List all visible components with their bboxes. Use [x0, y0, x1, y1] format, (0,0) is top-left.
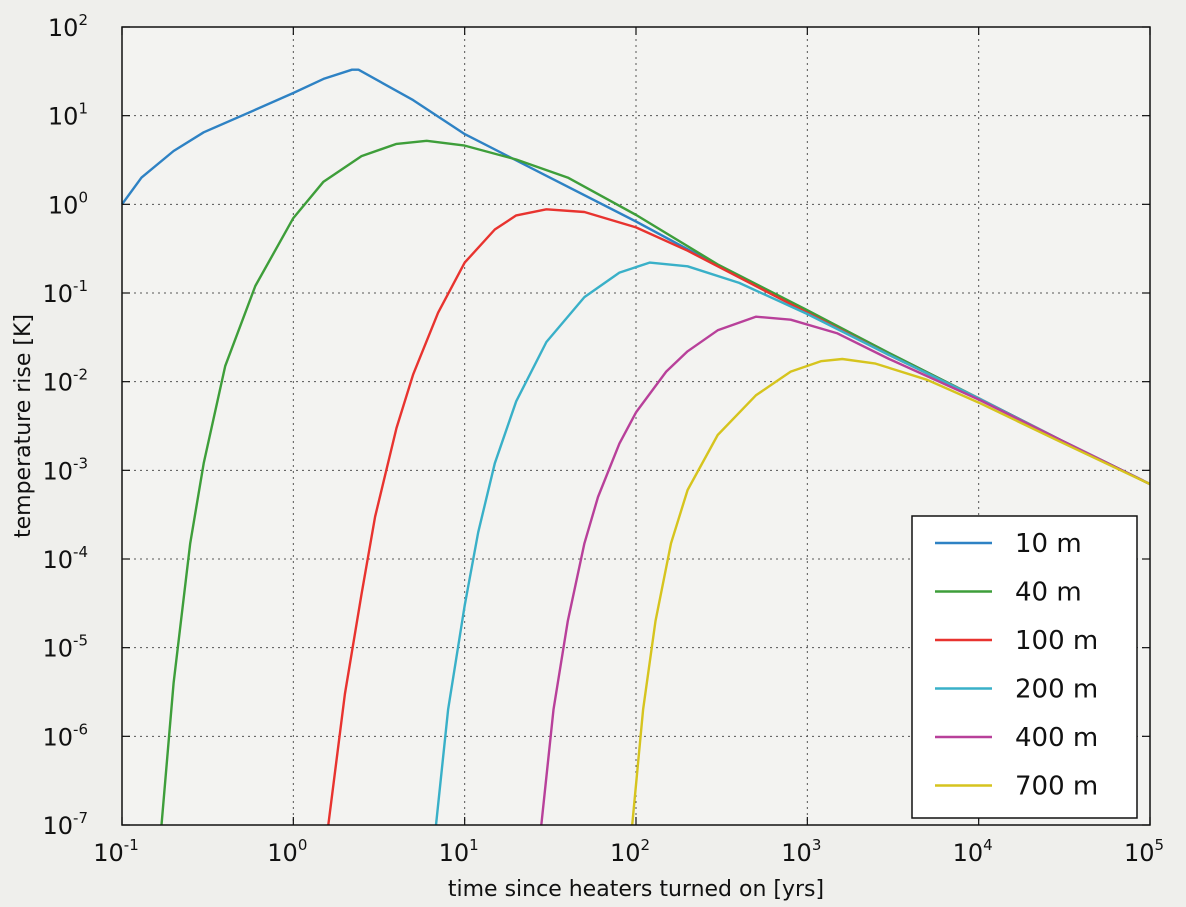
legend-label: 40 m [1015, 578, 1082, 608]
series-line-40-m [160, 139, 1151, 826]
series-layer [121, 68, 1151, 826]
legend-label: 700 m [1015, 772, 1098, 802]
x-tick-label: 104 [953, 836, 993, 867]
ticks: 10-1 100 101 102 103 104 105 10-7 10-6 10-5 10-4 10… [42, 11, 1164, 867]
legend-label: 200 m [1015, 675, 1098, 705]
legend-box [911, 515, 1138, 819]
y-tick-label: 102 [48, 11, 88, 42]
legend-label: 10 m [1015, 529, 1082, 559]
y-tick-label: 10-1 [42, 277, 88, 308]
y-tick-label: 100 [48, 188, 88, 219]
x-tick-label: 102 [610, 836, 650, 867]
y-axis-label: temperature rise [K] [11, 314, 36, 538]
legend: 10 m 40 m 100 m 200 m 400 m 700 m [911, 515, 1138, 819]
x-tick-label: 100 [267, 836, 307, 867]
x-tick-label: 105 [1124, 836, 1164, 867]
y-tick-label: 10-7 [42, 809, 88, 840]
x-tick-label: 103 [781, 836, 821, 867]
y-tick-label: 10-6 [42, 720, 88, 751]
x-tick-label: 10-1 [93, 836, 139, 867]
y-tick-label: 10-4 [42, 543, 88, 574]
legend-label: 400 m [1015, 723, 1098, 753]
y-tick-label: 10-3 [42, 454, 88, 485]
grid [122, 27, 1150, 825]
x-axis-label: time since heaters turned on [yrs] [448, 877, 824, 902]
x-tick-label: 101 [439, 836, 479, 867]
y-tick-label: 10-5 [42, 632, 88, 663]
series-line-700-m [631, 357, 1151, 826]
y-tick-label: 101 [48, 100, 88, 131]
y-tick-label: 10-2 [42, 366, 88, 397]
series-line-400-m [540, 315, 1151, 826]
series-line-200-m [434, 261, 1151, 826]
legend-label: 100 m [1015, 626, 1098, 656]
